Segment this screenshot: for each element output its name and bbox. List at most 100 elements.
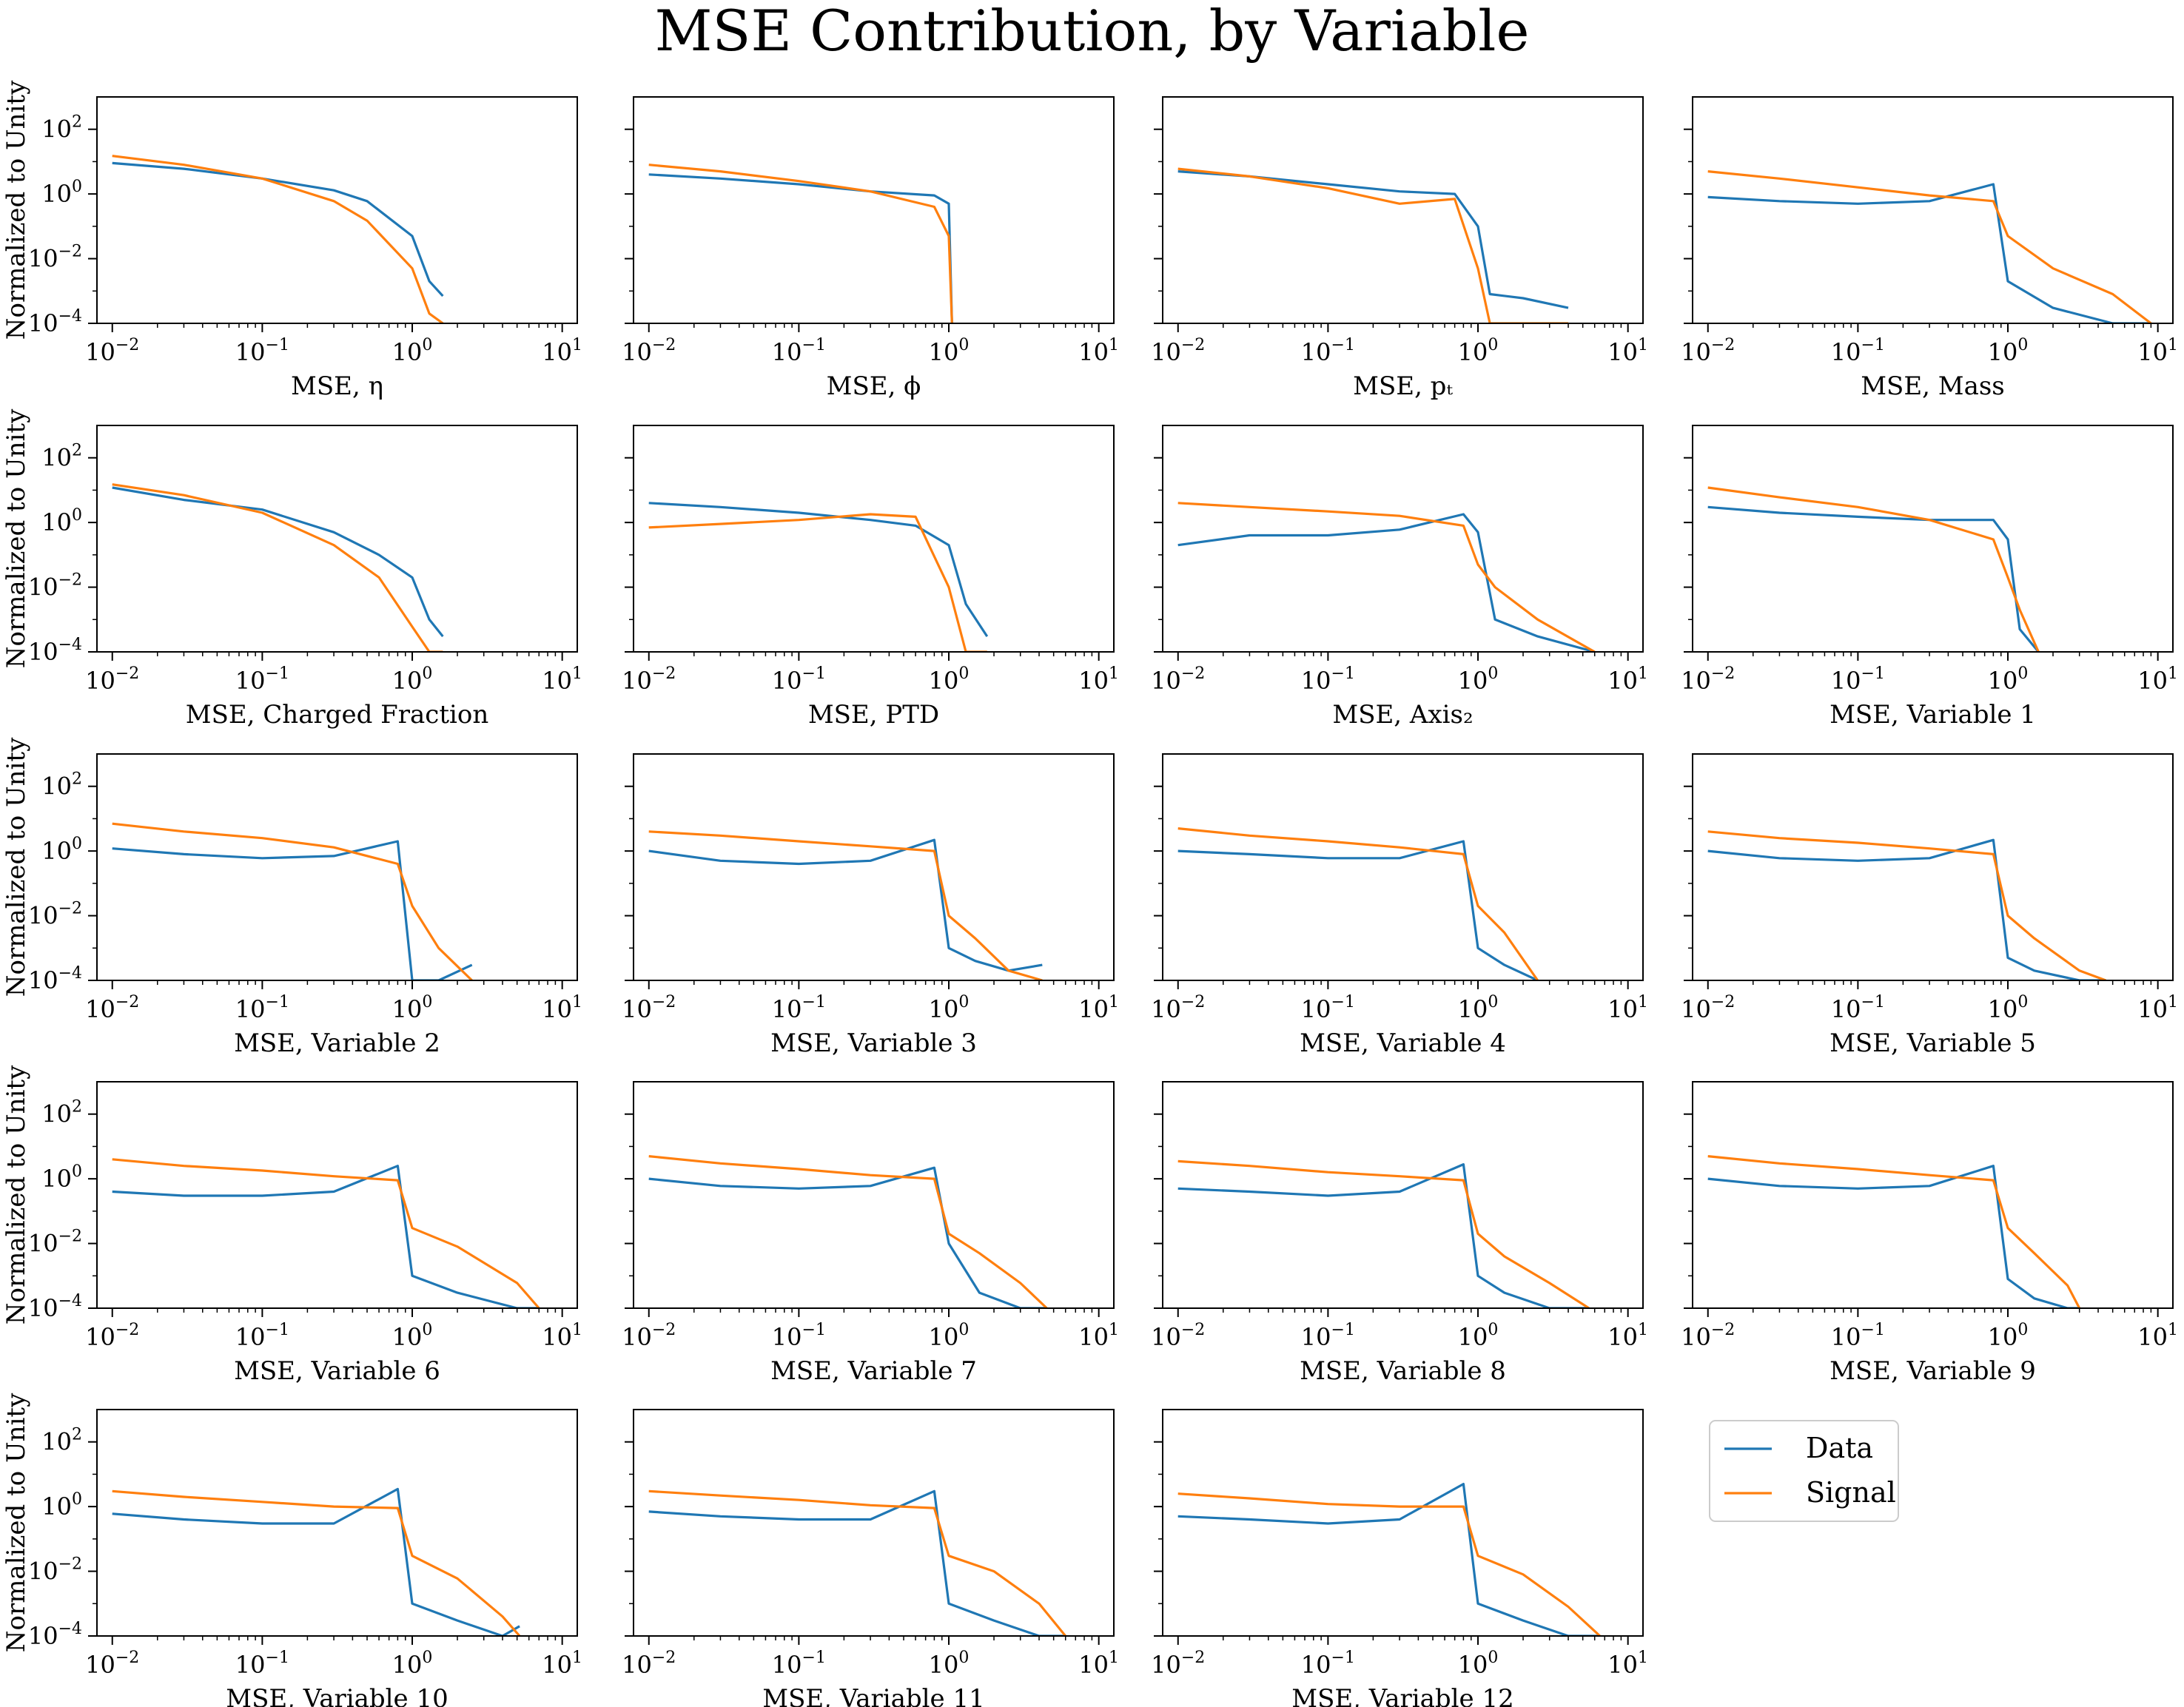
x-tick-label: 10−1 <box>235 1321 289 1351</box>
x-tick-label: 10−2 <box>85 336 139 366</box>
x-tick-label: 10−1 <box>772 1649 826 1679</box>
subplot-15: 10−2 10−1 100 101 MSE, Variable 8 <box>1151 1081 1648 1386</box>
y-tick-label: 10−4 <box>28 1292 82 1322</box>
plot-frame <box>1162 753 1644 981</box>
series-line-signal <box>648 164 953 323</box>
plot-frame <box>96 1409 578 1637</box>
series-line-data <box>648 502 989 637</box>
series-line-signal <box>1707 486 2040 652</box>
x-tick-label: 10−2 <box>1151 336 1205 366</box>
subplot-12: 10−2 10−1 100 101 MSE, Variable 5 <box>1681 753 2178 1058</box>
x-tick-label: 10−2 <box>622 993 676 1023</box>
x-tick-label: 10−2 <box>622 1321 676 1351</box>
series-line-signal <box>112 483 443 652</box>
x-tick-label: 10−2 <box>1151 1321 1205 1351</box>
subplot-7: 10−2 10−1 100 101 MSE, Axis₂ <box>1151 425 1648 730</box>
x-tick-label: 101 <box>1078 1649 1119 1679</box>
y-tick-label: 100 <box>41 1490 82 1521</box>
x-tick-label: 100 <box>1458 664 1499 695</box>
subplot-18: 10−2 10−1 100 101 MSE, Variable 11 <box>622 1409 1119 1707</box>
x-tick-label: 100 <box>1988 336 2029 366</box>
y-tick-label: 102 <box>41 1098 82 1128</box>
y-axis-label: Normalized to Unity <box>1 80 31 340</box>
legend-label-signal: Signal <box>1806 1476 1896 1509</box>
series-line-signal <box>1177 827 1539 980</box>
series-line-signal <box>1177 1492 1601 1636</box>
x-tick-label: 10−1 <box>1301 1321 1355 1351</box>
x-axis-label: MSE, Variable 9 <box>1829 1356 2036 1386</box>
x-tick-label: 10−1 <box>235 664 289 695</box>
x-tick-label: 100 <box>929 1649 970 1679</box>
y-tick-label: 100 <box>41 835 82 865</box>
x-tick-label: 10−1 <box>235 1649 289 1679</box>
y-axis-label: Normalized to Unity <box>1 408 31 668</box>
series-line-data <box>1177 170 1569 309</box>
series-line-signal <box>648 513 987 652</box>
plot-frame <box>633 753 1115 981</box>
x-axis-label: MSE, Variable 5 <box>1829 1028 2036 1058</box>
x-axis-label: MSE, Variable 1 <box>1829 700 2036 730</box>
x-tick-label: 10−1 <box>1831 993 1885 1023</box>
x-tick-label: 100 <box>929 1321 970 1351</box>
series-line-data <box>112 1487 520 1636</box>
series-line-data <box>648 173 953 323</box>
x-tick-label: 10−1 <box>772 1321 826 1351</box>
x-axis-label: MSE, Variable 2 <box>234 1028 440 1058</box>
y-tick-label: 10−4 <box>28 964 82 994</box>
series-line-signal <box>1177 1159 1590 1308</box>
x-axis-label: MSE, Variable 3 <box>770 1028 977 1058</box>
y-axis-label: Normalized to Unity <box>1 737 31 997</box>
series-line-data <box>1177 1482 1600 1636</box>
y-tick-label: 100 <box>41 1162 82 1193</box>
x-tick-label: 100 <box>1988 993 2029 1023</box>
plot-frame <box>1692 1081 2174 1309</box>
x-tick-label: 101 <box>542 336 582 366</box>
plot-frame <box>96 753 578 981</box>
series-line-signal <box>1707 170 2152 323</box>
subplot-8: 10−2 10−1 100 101 MSE, Variable 1 <box>1681 425 2178 730</box>
y-tick-label: 10−2 <box>28 1555 82 1586</box>
x-tick-label: 100 <box>392 1321 433 1351</box>
x-tick-label: 100 <box>392 336 433 366</box>
x-axis-label: MSE, Variable 12 <box>1291 1684 1513 1707</box>
series-line-signal <box>648 830 1043 980</box>
x-axis-label: MSE, pₜ <box>1353 371 1453 401</box>
x-tick-label: 10−1 <box>1301 664 1355 695</box>
series-line-signal <box>648 1155 1048 1308</box>
x-tick-label: 10−1 <box>772 664 826 695</box>
series-line-signal <box>112 822 473 980</box>
plot-frame <box>1162 96 1644 324</box>
y-tick-label: 102 <box>41 113 82 144</box>
x-tick-label: 101 <box>542 1321 582 1351</box>
x-tick-label: 100 <box>929 336 970 366</box>
plot-frame <box>633 1409 1115 1637</box>
x-axis-label: MSE, Variable 7 <box>770 1356 977 1386</box>
series-line-signal <box>1707 830 2106 980</box>
series-line-signal <box>648 1489 1066 1636</box>
x-tick-label: 100 <box>1458 1649 1499 1679</box>
x-tick-label: 101 <box>1078 664 1119 695</box>
series-line-signal <box>112 1489 521 1636</box>
x-tick-label: 10−1 <box>1301 336 1355 366</box>
plot-frame <box>633 96 1115 324</box>
x-tick-label: 101 <box>1078 1321 1119 1351</box>
x-tick-label: 10−1 <box>772 336 826 366</box>
subplot-6: 10−2 10−1 100 101 MSE, PTD <box>622 425 1119 730</box>
subplot-4: 10−2 10−1 100 101 MSE, Mass <box>1681 96 2178 401</box>
x-tick-label: 10−1 <box>1831 664 1885 695</box>
x-tick-label: 101 <box>542 993 582 1023</box>
x-axis-label: MSE, Variable 11 <box>762 1684 984 1707</box>
x-tick-label: 100 <box>392 664 433 695</box>
series-line-data <box>112 840 473 980</box>
y-tick-label: 10−2 <box>28 243 82 273</box>
x-axis-label: MSE, Variable 4 <box>1300 1028 1506 1058</box>
x-tick-label: 100 <box>1458 993 1499 1023</box>
plot-frame <box>1162 1409 1644 1637</box>
x-tick-label: 100 <box>392 993 433 1023</box>
y-axis-label: Normalized to Unity <box>1 1393 31 1652</box>
x-tick-label: 10−2 <box>1151 664 1205 695</box>
x-tick-label: 10−1 <box>1831 336 1885 366</box>
x-tick-label: 10−2 <box>85 993 139 1023</box>
